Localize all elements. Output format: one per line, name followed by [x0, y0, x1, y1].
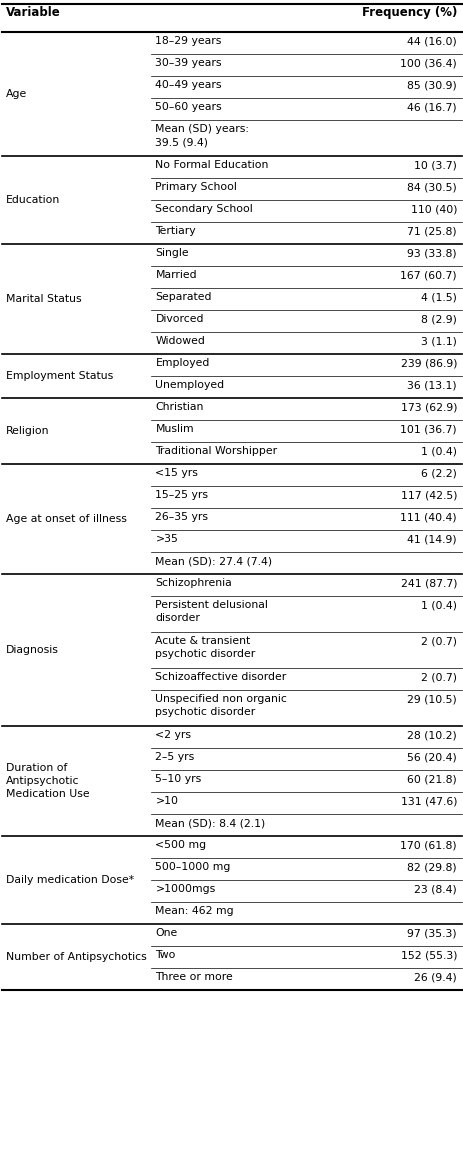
Text: 30–39 years: 30–39 years: [155, 58, 221, 68]
Text: 1 (0.4): 1 (0.4): [420, 600, 456, 610]
Text: Mean (SD) years:
39.5 (9.4): Mean (SD) years: 39.5 (9.4): [155, 124, 249, 147]
Text: >1000mgs: >1000mgs: [155, 884, 215, 893]
Text: Two: Two: [155, 950, 175, 960]
Text: 26 (9.4): 26 (9.4): [413, 972, 456, 981]
Text: 93 (33.8): 93 (33.8): [407, 248, 456, 258]
Text: 85 (30.9): 85 (30.9): [407, 80, 456, 90]
Text: Mean (SD): 27.4 (7.4): Mean (SD): 27.4 (7.4): [155, 556, 272, 566]
Text: 152 (55.3): 152 (55.3): [400, 950, 456, 960]
Text: 101 (36.7): 101 (36.7): [400, 424, 456, 434]
Text: 97 (35.3): 97 (35.3): [407, 927, 456, 938]
Text: 84 (30.5): 84 (30.5): [407, 182, 456, 193]
Text: 100 (36.4): 100 (36.4): [400, 58, 456, 68]
Text: 8 (2.9): 8 (2.9): [420, 313, 456, 324]
Text: <15 yrs: <15 yrs: [155, 468, 198, 478]
Text: No Formal Education: No Formal Education: [155, 160, 268, 170]
Text: 23 (8.4): 23 (8.4): [413, 884, 456, 893]
Text: Married: Married: [155, 270, 197, 281]
Text: Unemployed: Unemployed: [155, 380, 224, 390]
Text: Age at onset of illness: Age at onset of illness: [6, 514, 126, 524]
Text: Unspecified non organic
psychotic disorder: Unspecified non organic psychotic disord…: [155, 694, 287, 717]
Text: Divorced: Divorced: [155, 313, 204, 324]
Text: 2 (0.7): 2 (0.7): [420, 672, 456, 682]
Text: One: One: [155, 927, 177, 938]
Text: 2–5 yrs: 2–5 yrs: [155, 753, 194, 762]
Text: 131 (47.6): 131 (47.6): [400, 796, 456, 807]
Text: 111 (40.4): 111 (40.4): [400, 512, 456, 522]
Text: Separated: Separated: [155, 292, 212, 302]
Text: 173 (62.9): 173 (62.9): [400, 402, 456, 412]
Text: Schizoaffective disorder: Schizoaffective disorder: [155, 672, 286, 682]
Text: 4 (1.5): 4 (1.5): [420, 292, 456, 302]
Text: >10: >10: [155, 796, 178, 807]
Text: Age: Age: [6, 89, 27, 99]
Text: 3 (1.1): 3 (1.1): [420, 336, 456, 346]
Text: 41 (14.9): 41 (14.9): [407, 534, 456, 544]
Text: Number of Antipsychotics: Number of Antipsychotics: [6, 952, 146, 962]
Text: Single: Single: [155, 248, 188, 258]
Text: Traditional Worshipper: Traditional Worshipper: [155, 446, 277, 456]
Text: Widowed: Widowed: [155, 336, 205, 346]
Text: >35: >35: [155, 534, 178, 544]
Text: Variable: Variable: [6, 6, 60, 19]
Text: 500–1000 mg: 500–1000 mg: [155, 862, 230, 872]
Text: Schizophrenia: Schizophrenia: [155, 578, 232, 588]
Text: Religion: Religion: [6, 426, 49, 436]
Text: 46 (16.7): 46 (16.7): [407, 102, 456, 112]
Text: Employment Status: Employment Status: [6, 371, 113, 382]
Text: 15–25 yrs: 15–25 yrs: [155, 490, 208, 500]
Text: 110 (40): 110 (40): [410, 204, 456, 214]
Text: 18–29 years: 18–29 years: [155, 36, 221, 46]
Text: Frequency (%): Frequency (%): [361, 6, 456, 19]
Text: 241 (87.7): 241 (87.7): [400, 578, 456, 588]
Text: 1 (0.4): 1 (0.4): [420, 446, 456, 456]
Text: Mean (SD): 8.4 (2.1): Mean (SD): 8.4 (2.1): [155, 818, 265, 828]
Text: 10 (3.7): 10 (3.7): [413, 160, 456, 170]
Text: Duration of
Antipsychotic
Medication Use: Duration of Antipsychotic Medication Use: [6, 763, 89, 799]
Text: 82 (29.8): 82 (29.8): [407, 862, 456, 872]
Text: 5–10 yrs: 5–10 yrs: [155, 774, 201, 784]
Text: 26–35 yrs: 26–35 yrs: [155, 512, 208, 522]
Text: 28 (10.2): 28 (10.2): [407, 730, 456, 740]
Text: 170 (61.8): 170 (61.8): [400, 841, 456, 850]
Text: <2 yrs: <2 yrs: [155, 730, 191, 740]
Text: 239 (86.9): 239 (86.9): [400, 358, 456, 367]
Text: Persistent delusional
disorder: Persistent delusional disorder: [155, 600, 268, 623]
Text: Primary School: Primary School: [155, 182, 237, 193]
Text: Daily medication Dose*: Daily medication Dose*: [6, 875, 133, 885]
Text: 29 (10.5): 29 (10.5): [407, 694, 456, 704]
Text: Acute & transient
psychotic disorder: Acute & transient psychotic disorder: [155, 636, 255, 659]
Text: 36 (13.1): 36 (13.1): [407, 380, 456, 390]
Text: 117 (42.5): 117 (42.5): [400, 490, 456, 500]
Text: 167 (60.7): 167 (60.7): [400, 270, 456, 281]
Text: 56 (20.4): 56 (20.4): [407, 753, 456, 762]
Text: Diagnosis: Diagnosis: [6, 645, 58, 655]
Text: 71 (25.8): 71 (25.8): [407, 227, 456, 236]
Text: Three or more: Three or more: [155, 972, 233, 981]
Text: 6 (2.2): 6 (2.2): [420, 468, 456, 478]
Text: Muslim: Muslim: [155, 424, 194, 434]
Text: 44 (16.0): 44 (16.0): [407, 36, 456, 46]
Text: Mean: 462 mg: Mean: 462 mg: [155, 906, 233, 916]
Text: 60 (21.8): 60 (21.8): [407, 774, 456, 784]
Text: Education: Education: [6, 195, 60, 205]
Text: <500 mg: <500 mg: [155, 841, 206, 850]
Text: Christian: Christian: [155, 402, 203, 412]
Text: 40–49 years: 40–49 years: [155, 80, 221, 90]
Text: 2 (0.7): 2 (0.7): [420, 636, 456, 646]
Text: Tertiary: Tertiary: [155, 227, 196, 236]
Text: Employed: Employed: [155, 358, 209, 367]
Text: 50–60 years: 50–60 years: [155, 102, 222, 112]
Text: Secondary School: Secondary School: [155, 204, 253, 214]
Text: Marital Status: Marital Status: [6, 294, 81, 304]
